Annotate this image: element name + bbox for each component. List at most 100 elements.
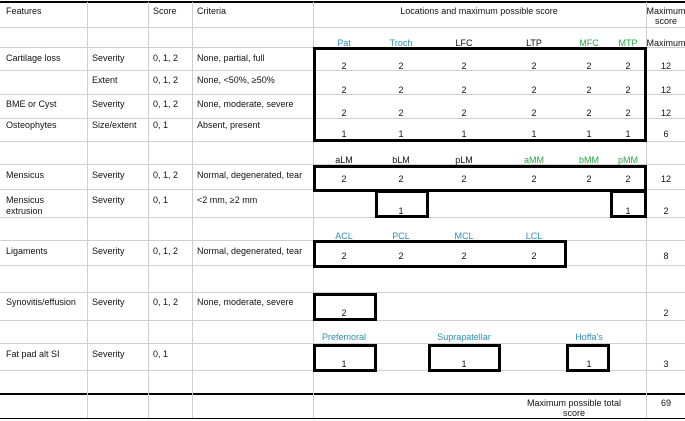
cell-meniscus-amm: 2: [531, 174, 537, 184]
cell-bme-lfc: 2: [461, 108, 467, 118]
score-cartilage-extent: 0, 1, 2: [153, 75, 179, 85]
cell-ligament-lcl: 2: [531, 251, 537, 261]
sub-meniscus: Severity: [92, 170, 125, 180]
cell-osteophytes-mfc: 1: [586, 129, 592, 139]
feature-synovitis: Synovitis/effusion: [6, 297, 76, 307]
location-label-mcl: MCL: [454, 231, 474, 241]
cell-cartilage-severity-ltp: 2: [531, 61, 537, 71]
criteria-extrusion: <2 mm, ≥2 mm: [197, 195, 258, 205]
location-label-blm: bLM: [392, 155, 410, 165]
location-label-mtp: MTP: [618, 38, 638, 48]
score-osteophytes: 0, 1: [153, 120, 169, 130]
criteria-cartilage-extent: None, <50%, ≥50%: [197, 75, 275, 85]
location-label-acl: ACL: [335, 231, 353, 241]
sub-ligaments: Severity: [92, 246, 125, 256]
max-cartilage-severity: 12: [660, 61, 672, 71]
cell-fatpad-hoffas: 1: [586, 359, 592, 369]
max-osteophytes: 6: [663, 129, 669, 139]
cell-fatpad-suprapatellar: 1: [461, 359, 467, 369]
location-label-plm: pLM: [455, 155, 473, 165]
sub-fatpad: Severity: [92, 349, 125, 359]
criteria-cartilage-severity: None, partial, full: [197, 53, 265, 63]
header-max-line2: score: [654, 16, 678, 26]
cell-osteophytes-ltp: 1: [531, 129, 537, 139]
score-cartilage-severity: 0, 1, 2: [153, 53, 179, 63]
feature-extrusion-line2: extrusion: [6, 206, 43, 216]
location-label-amm: aMM: [524, 155, 544, 165]
cell-osteophytes-pat: 1: [341, 129, 347, 139]
score-fatpad: 0, 1: [153, 349, 169, 359]
max-bme: 12: [660, 108, 672, 118]
location-label-hoffas: Hoffa's: [575, 332, 603, 342]
cell-synovitis: 2: [341, 308, 347, 318]
location-label-lfc: LFC: [455, 38, 473, 48]
cell-cartilage-extent-lfc: 2: [461, 85, 467, 95]
row-divider: [0, 94, 685, 95]
max-cartilage-extent: 12: [660, 85, 672, 95]
location-label-pat: Pat: [337, 38, 351, 48]
header-features: Features: [6, 6, 42, 16]
feature-osteophytes: Osteophytes: [6, 120, 57, 130]
sub-cartilage-extent: Extent: [92, 75, 118, 85]
col-divider: [192, 2, 193, 418]
header-divider: [0, 27, 685, 28]
location-label-pmm: pMM: [618, 155, 638, 165]
cell-meniscus-pmm: 2: [625, 174, 631, 184]
cell-cartilage-severity-troch: 2: [398, 61, 404, 71]
header-max-line1: Maximum: [646, 6, 685, 16]
max-fatpad: 3: [663, 359, 669, 369]
location-label-troch: Troch: [389, 38, 413, 48]
cell-ligament-acl: 2: [341, 251, 347, 261]
ligaments-score-box: [313, 240, 567, 268]
cell-ligament-mcl: 2: [461, 251, 467, 261]
row-divider: [0, 70, 685, 71]
feature-cartilage: Cartilage loss: [6, 53, 61, 63]
location-label-pcl: PCL: [392, 231, 410, 241]
cell-extrusion-medial: 1: [625, 206, 631, 216]
fatpad-box-suprapatellar: [428, 344, 501, 372]
total-label-line2: score: [562, 408, 586, 418]
criteria-meniscus: Normal, degenerated, tear: [197, 170, 303, 180]
sub-synovitis: Severity: [92, 297, 125, 307]
score-bme: 0, 1, 2: [153, 99, 179, 109]
cell-osteophytes-lfc: 1: [461, 129, 467, 139]
cell-cartilage-extent-troch: 2: [398, 85, 404, 95]
feature-extrusion-line1: Mensicus: [6, 195, 45, 205]
cell-bme-mtp: 2: [625, 108, 631, 118]
score-ligaments: 0, 1, 2: [153, 246, 179, 256]
location-label-maximum: Maximum: [646, 38, 685, 48]
location-label-lcl: LCL: [525, 231, 543, 241]
criteria-synovitis: None, moderate, severe: [197, 297, 294, 307]
cell-extrusion-lateral: 1: [398, 206, 404, 216]
sub-cartilage-severity: Severity: [92, 53, 125, 63]
score-synovitis: 0, 1, 2: [153, 297, 179, 307]
score-meniscus: 0, 1, 2: [153, 170, 179, 180]
max-ligaments: 8: [663, 251, 669, 261]
cell-meniscus-blm: 2: [398, 174, 404, 184]
cell-cartilage-extent-ltp: 2: [531, 85, 537, 95]
cell-cartilage-severity-lfc: 2: [461, 61, 467, 71]
fatpad-box-hoffas: [566, 344, 610, 372]
row-divider: [0, 343, 685, 344]
total-label-line1: Maximum possible total: [526, 398, 622, 408]
total-border: [0, 393, 685, 395]
row-divider: [0, 164, 685, 165]
location-label-alm: aLM: [335, 155, 353, 165]
max-extrusion: 2: [663, 206, 669, 216]
sub-osteophytes: Size/extent: [92, 120, 137, 130]
cell-bme-pat: 2: [341, 108, 347, 118]
feature-meniscus: Mensicus: [6, 170, 45, 180]
synovitis-score-box: [313, 293, 377, 321]
knee-score-box: [313, 47, 647, 142]
row-divider: [0, 217, 685, 218]
col-divider: [313, 2, 314, 418]
extrusion-box-medial: [610, 190, 647, 218]
cell-meniscus-plm: 2: [461, 174, 467, 184]
total-value: 69: [660, 398, 672, 408]
criteria-bme: None, moderate, severe: [197, 99, 294, 109]
max-meniscus: 12: [660, 174, 672, 184]
header-score: Score: [153, 6, 177, 16]
score-extrusion: 0, 1: [153, 195, 169, 205]
feature-ligaments: Ligaments: [6, 246, 48, 256]
cell-osteophytes-mtp: 1: [625, 129, 631, 139]
